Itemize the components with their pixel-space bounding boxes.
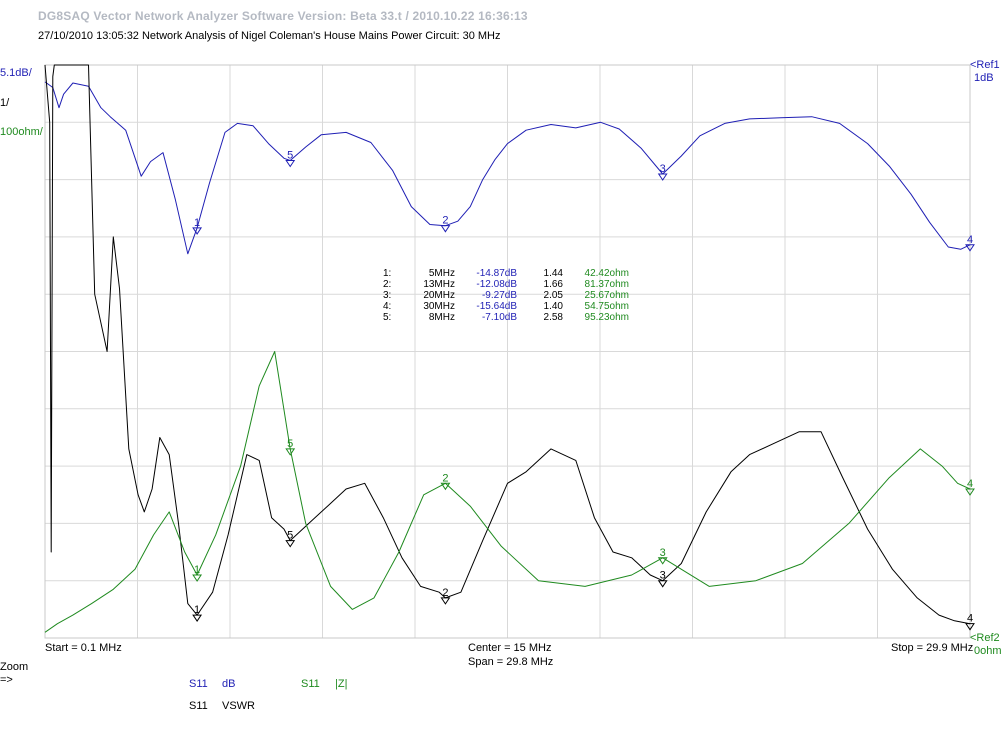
marker-5-label: 5 xyxy=(287,150,293,162)
legend-s11-vswr-param[interactable]: S11 xyxy=(189,700,208,712)
marker-4-triangle xyxy=(965,623,975,631)
marker-1-label: 1 xyxy=(194,217,200,229)
legend-s11-db-param[interactable]: S11 xyxy=(189,678,208,690)
marker-table-vswr: 1.40 xyxy=(543,301,563,312)
marker-4-label: 4 xyxy=(967,478,973,490)
marker-2-label: 2 xyxy=(442,587,448,599)
marker-1-triangle xyxy=(192,574,203,582)
marker-3-triangle xyxy=(657,557,668,565)
marker-table-freq: 30MHz xyxy=(423,301,455,312)
marker-table-db: -9.27dB xyxy=(481,290,517,301)
marker-1-triangle xyxy=(192,614,203,622)
legend-s11-z-param[interactable]: S11 xyxy=(301,678,320,690)
marker-5-triangle xyxy=(285,448,296,456)
ref1-unit: 1dB xyxy=(974,72,994,84)
marker-3-label: 3 xyxy=(660,570,666,582)
marker-table-row: 3: 20MHz -9.27dB 2.05 25.67ohm xyxy=(383,290,629,301)
marker-table-z: 25.67ohm xyxy=(584,290,629,301)
marker-2-triangle xyxy=(440,597,451,605)
marker-4-label: 4 xyxy=(967,613,973,625)
marker-table-idx: 5: xyxy=(383,312,392,323)
plot-markers: 1 2 3 4 5 1 2 3 4 5 1 2 3 4 5 xyxy=(192,150,975,631)
marker-5-triangle xyxy=(285,540,296,548)
marker-table-row: 4: 30MHz -15.64dB 1.40 54.75ohm xyxy=(383,301,629,312)
marker-2-triangle xyxy=(440,482,451,491)
marker-3-label: 3 xyxy=(660,547,666,559)
legend-s11-db-unit[interactable]: dB xyxy=(222,678,236,690)
marker-table-freq: 20MHz xyxy=(423,290,455,301)
measurement-subtitle: 27/10/2010 13:05:32 Network Analysis of … xyxy=(38,30,501,42)
marker-table-db: -15.64dB xyxy=(476,301,517,312)
marker-table-z: 42.42ohm xyxy=(584,268,629,279)
marker-2-triangle xyxy=(440,225,451,233)
plot-frame xyxy=(44,64,971,639)
plot-series xyxy=(44,64,971,633)
marker-table-idx: 3: xyxy=(383,290,392,301)
marker-table-idx: 4: xyxy=(383,301,392,312)
marker-3-triangle xyxy=(657,580,668,588)
marker-3-triangle xyxy=(657,173,668,181)
marker-table-vswr: 2.58 xyxy=(543,312,563,323)
ref1-label: <Ref1 xyxy=(970,59,1000,71)
marker-2-label: 2 xyxy=(442,215,448,227)
marker-table-vswr: 2.05 xyxy=(543,290,563,301)
marker-table-row: 2: 13MHz -12.08dB 1.66 81.37ohm xyxy=(383,279,629,290)
marker-4-triangle xyxy=(965,244,975,252)
legend-s11-z-unit[interactable]: |Z| xyxy=(335,678,348,690)
marker-table-vswr: 1.66 xyxy=(543,279,563,290)
marker-table-idx: 2: xyxy=(383,279,392,290)
marker-table-freq: 5MHz xyxy=(428,268,455,279)
marker-table-z: 81.37ohm xyxy=(584,279,629,290)
marker-4-label: 4 xyxy=(967,234,973,246)
marker-table-freq: 13MHz xyxy=(423,279,455,290)
marker-5-label: 5 xyxy=(287,530,293,542)
marker-5-triangle xyxy=(285,160,296,168)
marker-table-db: -7.10dB xyxy=(481,312,517,323)
marker-table-row: 5: 8MHz -7.10dB 2.58 95.23ohm xyxy=(383,312,629,323)
marker-table-vswr: 1.44 xyxy=(543,268,563,279)
ref2-label: <Ref2 xyxy=(970,632,1000,644)
start-frequency: Start = 0.1 MHz xyxy=(45,642,122,654)
span-frequency: Span = 29.8 MHz xyxy=(468,656,554,668)
ohm-scale-label: 100ohm/ xyxy=(0,126,43,138)
zoom-arrow[interactable]: => xyxy=(0,674,13,686)
marker-5-label: 5 xyxy=(287,438,293,450)
marker-table-freq: 8MHz xyxy=(428,312,455,323)
db-scale-label: 5.1dB/ xyxy=(0,67,32,79)
marker-table-row: 1: 5MHz -14.87dB 1.44 42.42ohm xyxy=(383,268,629,279)
vswr-scale-label: 1/ xyxy=(0,97,10,109)
marker-2-label: 2 xyxy=(442,472,448,484)
app-title: DG8SAQ Vector Network Analyzer Software … xyxy=(38,9,528,23)
marker-4-triangle xyxy=(965,488,975,496)
series-line-s11-db xyxy=(44,81,971,255)
plot-grid xyxy=(45,65,970,638)
marker-table-z: 54.75ohm xyxy=(584,301,629,312)
marker-1-triangle xyxy=(192,227,203,235)
ref2-unit: 0ohm xyxy=(974,645,1002,657)
marker-1-label: 1 xyxy=(194,604,200,616)
marker-1-label: 1 xyxy=(194,564,200,576)
marker-3-label: 3 xyxy=(660,163,666,175)
series-line-s11-z xyxy=(44,351,971,633)
legend-s11-vswr-unit[interactable]: VSWR xyxy=(222,700,255,712)
marker-table-db: -12.08dB xyxy=(476,279,517,290)
series-line-s11-vswr xyxy=(44,64,971,625)
zoom-button[interactable]: Zoom xyxy=(0,661,29,673)
marker-table-idx: 1: xyxy=(383,268,392,279)
marker-table-db: -14.87dB xyxy=(476,268,517,279)
stop-frequency: Stop = 29.9 MHz xyxy=(891,642,974,654)
marker-table-z: 95.23ohm xyxy=(584,312,629,323)
center-frequency: Center = 15 MHz xyxy=(468,642,552,654)
marker-table: 1: 5MHz -14.87dB 1.44 42.42ohm 2: 13MHz -12.08d… xyxy=(383,268,629,323)
